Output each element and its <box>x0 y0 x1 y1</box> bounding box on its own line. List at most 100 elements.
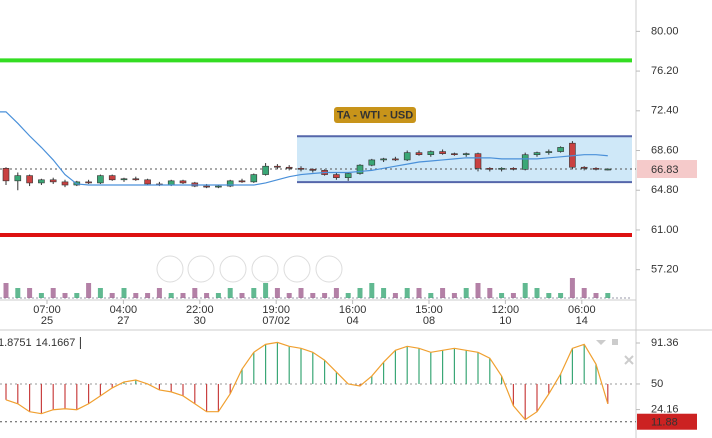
y-tick-label: 72.40 <box>651 105 679 117</box>
x-tick-label: 27 <box>117 315 129 327</box>
volume-bar <box>3 283 9 298</box>
volume-bar <box>86 283 92 298</box>
candle-body <box>439 151 446 154</box>
candle-body <box>333 174 340 179</box>
candle-body <box>510 167 517 170</box>
volume-bar <box>204 293 210 298</box>
candle-body <box>521 154 529 170</box>
panel-icons[interactable] <box>596 339 634 365</box>
oscillator-line <box>5 341 609 421</box>
volume-bar <box>499 293 505 298</box>
candle-body <box>557 147 564 152</box>
volume-bar <box>27 288 33 298</box>
chart-label: TA - WTI - USD <box>337 109 413 121</box>
last-box <box>637 413 697 430</box>
volume-bar <box>345 293 351 298</box>
candle-body <box>415 152 423 156</box>
volume-bar <box>522 283 528 298</box>
volume-bar <box>333 288 339 298</box>
volume-bar <box>428 293 434 298</box>
volume-bar <box>310 293 316 298</box>
candle-body <box>451 153 458 156</box>
x-tick-label: 25 <box>41 315 53 327</box>
volume-bar <box>180 293 186 298</box>
candle-body <box>61 181 69 186</box>
volume-bar <box>546 293 552 298</box>
y-tick-label: 76.20 <box>651 65 679 77</box>
candle-body <box>85 181 92 184</box>
x-tick-label: 06:00 <box>568 304 596 316</box>
y-tick-label: 24.16 <box>651 403 679 415</box>
y-tick-label: 80.00 <box>651 25 679 37</box>
volume-bar <box>558 293 564 298</box>
volume-bar <box>487 288 493 298</box>
volume-bar <box>215 293 221 298</box>
candle-body <box>309 169 317 171</box>
candle-body <box>226 180 234 187</box>
volume-bar <box>227 288 233 298</box>
last-price-label: 66.83 <box>651 164 679 176</box>
volume-bar <box>569 278 575 298</box>
volume-bar <box>239 293 245 298</box>
volume-bar <box>156 288 162 298</box>
y-tick-label: 64.80 <box>651 184 679 196</box>
candle-body <box>604 168 612 171</box>
candle-body <box>49 179 57 183</box>
candle-body <box>580 166 588 169</box>
y-tick-label: 61.00 <box>651 224 679 236</box>
candle-body <box>498 167 505 170</box>
candle-body <box>545 151 553 153</box>
candle-body <box>368 159 376 166</box>
volume-bar <box>286 293 292 298</box>
volume-bar <box>440 288 446 298</box>
volume-bar <box>605 293 611 298</box>
volume-bar <box>121 288 127 298</box>
candle-body <box>97 175 104 184</box>
candle-body <box>120 178 128 181</box>
volume-bar <box>451 293 457 298</box>
candle-body <box>427 151 435 156</box>
volume-bar <box>192 288 198 298</box>
candle-body <box>132 178 140 181</box>
x-tick-label: 08 <box>423 315 435 327</box>
x-tick-label: 10 <box>499 315 511 327</box>
x-tick-label: 04 <box>346 315 358 327</box>
y-tick-label: 68.60 <box>651 144 679 156</box>
channel <box>297 136 632 183</box>
candle-body <box>403 152 411 161</box>
candle-body <box>274 165 281 168</box>
volume-bar <box>74 293 80 298</box>
volume-bar <box>298 288 304 298</box>
volume-bar <box>168 293 174 298</box>
volume-bar <box>15 288 21 298</box>
candle-body <box>533 152 541 156</box>
volume-bar <box>381 288 387 298</box>
x-tick-label: 14 <box>576 315 588 327</box>
candle-body <box>14 175 22 182</box>
volume-bar <box>404 288 410 298</box>
x-tick-label: 15:00 <box>415 304 443 316</box>
x-tick-label: 07/02 <box>262 315 290 327</box>
moving-average <box>0 111 608 186</box>
candle-body <box>238 180 246 183</box>
y-tick-label: 57.20 <box>651 264 679 276</box>
x-tick-label: 19:00 <box>262 304 290 316</box>
volume-bar <box>274 288 280 298</box>
candle-body <box>215 185 222 188</box>
toolbar[interactable] <box>156 255 343 283</box>
candle-body <box>474 153 482 169</box>
candle-body <box>250 174 258 183</box>
volume-bar <box>510 293 516 298</box>
volume-bar <box>322 293 328 298</box>
volume-bar <box>392 293 398 298</box>
volume-bar <box>475 283 481 298</box>
readout: 1.8751 <box>0 337 32 349</box>
volume-bar <box>145 293 151 298</box>
candle-body <box>285 166 293 169</box>
label-box <box>334 107 416 123</box>
candle-body <box>380 158 387 161</box>
candle-body <box>144 179 151 185</box>
x-tick-label: 04:00 <box>110 304 138 316</box>
